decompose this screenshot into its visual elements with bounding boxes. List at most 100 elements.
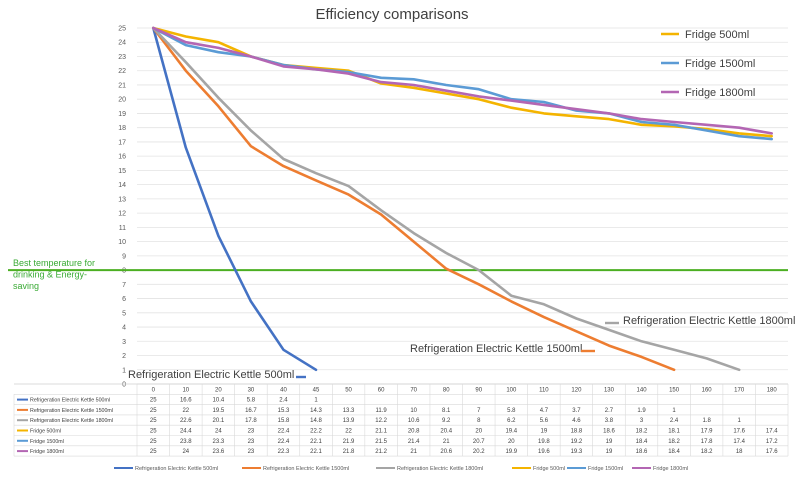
table-cell: 3.8 [605, 418, 614, 424]
table-cell: 24 [215, 429, 222, 435]
table-cell: 25 [150, 449, 157, 455]
table-cell: 17.4 [733, 439, 745, 445]
table-cell: 2.7 [605, 408, 614, 414]
table-cell: 18 [736, 449, 743, 455]
x-tick-label: 0 [152, 388, 156, 394]
table-cell: 22.1 [310, 439, 322, 445]
table-cell: 19 [606, 449, 613, 455]
x-tick-label: 100 [506, 388, 517, 394]
reference-label: saving [13, 281, 39, 291]
table-cell: 18.4 [668, 449, 680, 455]
table-cell: 20.1 [213, 418, 225, 424]
table-cell: 22.4 [278, 439, 290, 445]
table-cell: 23.3 [213, 439, 225, 445]
table-cell: 23 [248, 429, 255, 435]
table-cell: 14.3 [310, 408, 322, 414]
chart-title: Efficiency comparisons [315, 6, 468, 23]
legend-entry-4: Fridge 1500ml [685, 58, 755, 70]
x-tick-label: 30 [248, 388, 255, 394]
table-cell: 15.8 [278, 418, 290, 424]
x-tick-label: 180 [767, 388, 778, 394]
table-cell: 22.3 [278, 449, 290, 455]
table-cell: 18.2 [636, 429, 648, 435]
table-cell: 25 [150, 408, 157, 414]
table-cell: 4.7 [540, 408, 549, 414]
table-cell: 20 [475, 429, 482, 435]
series-line-1 [152, 26, 676, 372]
table-cell: 18.1 [668, 429, 680, 435]
table-cell: 16.6 [180, 398, 192, 404]
table-cell: 24 [182, 449, 189, 455]
table-cell: 24.4 [180, 429, 192, 435]
y-tick-label: 15 [118, 168, 126, 175]
label-layer: Refrigeration Electric Kettle 500ml Refri… [128, 29, 795, 381]
table-cell: 23 [248, 439, 255, 445]
y-tick-label: 2 [122, 353, 126, 360]
table-cell: 25 [150, 429, 157, 435]
table-cell: 20.7 [473, 439, 485, 445]
x-tick-label: 20 [215, 388, 222, 394]
x-tick-label: 150 [669, 388, 680, 394]
table-cell: 10 [410, 408, 417, 414]
bottom-legend-entry: Fridge 1500ml [588, 466, 623, 472]
table-cell: 20.6 [440, 449, 452, 455]
y-tick-label: 5 [122, 310, 126, 317]
table-cell: 8.1 [442, 408, 451, 414]
bottom-legend: Refrigeration Electric Kettle 500ml Refri… [114, 466, 688, 472]
table-cell: 25 [150, 418, 157, 424]
table-cell: 21 [443, 439, 450, 445]
table-cell: 3 [640, 418, 644, 424]
y-tick-label: 12 [118, 211, 126, 218]
series-layer [152, 26, 774, 372]
table-row-label: Refrigeration Electric Kettle 1800ml [30, 418, 113, 424]
series-label-1: Refrigeration Electric Kettle 1500ml [410, 343, 582, 355]
table-cell: 22.2 [310, 429, 322, 435]
table-cell: 12.2 [375, 418, 387, 424]
table-cell: 5.8 [247, 398, 256, 404]
table-cell: 9.2 [442, 418, 451, 424]
table-cell: 1 [672, 408, 676, 414]
y-tick-label: 24 [118, 40, 126, 47]
table-cell: 25 [150, 398, 157, 404]
table-cell: 23.6 [213, 449, 225, 455]
x-tick-label: 60 [378, 388, 385, 394]
table-cell: 1 [314, 398, 318, 404]
bottom-legend-entry: Refrigeration Electric Kettle 500ml [135, 466, 218, 472]
y-tick-label: 17 [118, 139, 126, 146]
x-tick-label: 10 [182, 388, 189, 394]
table-cell: 21.4 [408, 439, 420, 445]
table-row-label: Fridge 500ml [30, 429, 61, 435]
y-tick-label: 0 [122, 382, 126, 389]
table-cell: 22 [182, 408, 189, 414]
table-cell: 19.8 [538, 439, 550, 445]
table-row-label: Fridge 1500ml [30, 439, 64, 445]
table-cell: 1.9 [637, 408, 646, 414]
table-cell: 18.6 [603, 429, 615, 435]
table-cell: 19.2 [571, 439, 583, 445]
table-cell: 25 [150, 439, 157, 445]
table-cell: 10.4 [213, 398, 225, 404]
table-cell: 17.2 [766, 439, 778, 445]
table-cell: 17.9 [701, 429, 713, 435]
y-tick-label: 20 [118, 97, 126, 104]
table-cell: 8 [477, 418, 481, 424]
y-tick-label: 21 [118, 82, 126, 89]
reference-layer: Best temperature for drinking & Energy-sa… [8, 258, 788, 291]
table-cell: 5.6 [540, 418, 549, 424]
table-cell: 2.4 [279, 398, 288, 404]
y-tick-label: 7 [122, 282, 126, 289]
series-label-0: Refrigeration Electric Kettle 500ml [128, 369, 294, 381]
table-cell: 2.4 [670, 418, 679, 424]
table-cell: 6.2 [507, 418, 516, 424]
table-cell: 19.4 [505, 429, 517, 435]
series-label-2: Refrigeration Electric Kettle 1800ml [623, 315, 795, 327]
table-cell: 17.6 [766, 449, 778, 455]
y-tick-label: 22 [118, 68, 126, 75]
table-cell: 13.9 [343, 418, 355, 424]
y-tick-label: 11 [119, 225, 126, 232]
table-cell: 19.3 [571, 449, 583, 455]
bottom-legend-entry: Refrigeration Electric Kettle 1500ml [263, 466, 349, 472]
table-cell: 20 [508, 439, 515, 445]
table-cell: 15.3 [278, 408, 290, 414]
